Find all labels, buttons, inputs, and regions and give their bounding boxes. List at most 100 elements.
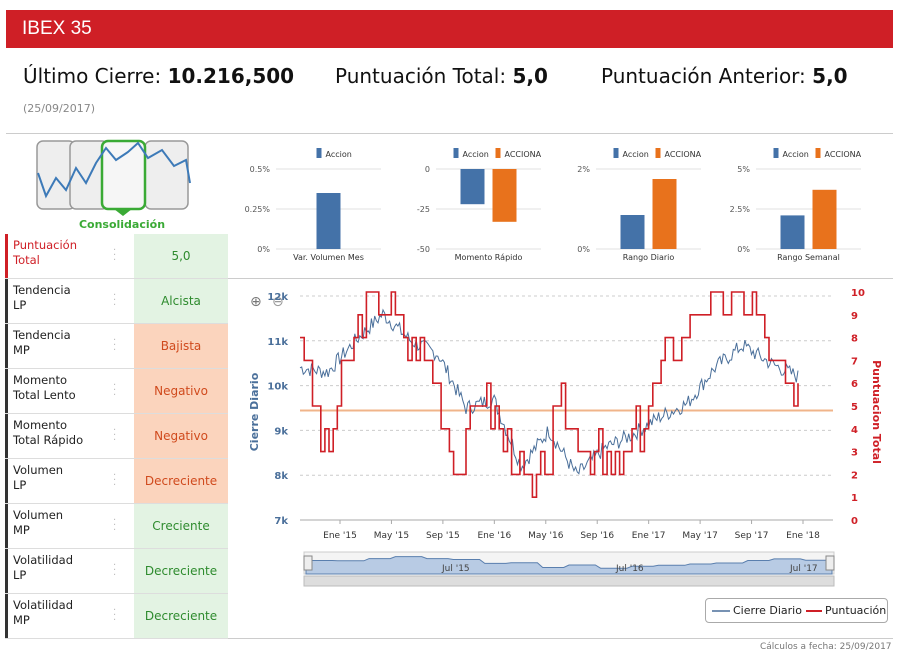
info-icon[interactable]: · · ·	[113, 290, 117, 311]
indicator-value: Decreciente	[134, 459, 228, 503]
legend-swatch	[815, 148, 821, 158]
x-tick-label: Ene '15	[323, 531, 357, 541]
indicator-value: Decreciente	[134, 549, 228, 593]
bar-tick-label: 0%	[577, 245, 590, 254]
phase-label: Consolidación	[79, 218, 165, 231]
indicator-value: Negativo	[134, 414, 228, 458]
info-icon[interactable]: · · ·	[113, 380, 117, 401]
bar	[652, 179, 677, 249]
info-icon[interactable]: · · ·	[113, 470, 117, 491]
y-tick-label: 10k	[267, 382, 288, 393]
info-icon[interactable]: · · ·	[113, 605, 117, 626]
indicator-label: Volumen MP	[5, 504, 133, 548]
x-tick-label: Sep '17	[735, 531, 769, 541]
bar	[620, 215, 645, 249]
bar-legend-label: ACCIONA	[825, 150, 862, 159]
info-icon[interactable]: · · ·	[113, 560, 117, 581]
indicator-row: Volumen MP · · · Creciente	[5, 504, 228, 549]
x-tick-label: Ene '18	[786, 531, 820, 541]
indicator-label: Puntuación Total	[5, 234, 133, 278]
legend-swatch	[613, 148, 619, 158]
y2-tick-label: 1	[851, 493, 858, 504]
legend-swatch	[495, 148, 501, 158]
indicator-label: Momento Total Lento	[5, 369, 133, 413]
y2-tick-label: 3	[851, 448, 858, 459]
bar-tick-label: -50	[417, 245, 430, 254]
total-score: Puntuación Total: 5,0	[335, 64, 548, 88]
indicator-value: Creciente	[134, 504, 228, 548]
legend-line-label[interactable]: Cierre Diario	[733, 604, 802, 617]
indicator-value: Alcista	[134, 279, 228, 323]
y2-tick-label: 2	[851, 470, 858, 481]
bar-legend-label: Accion	[463, 150, 489, 159]
navigator-tick-label: Jul '17	[789, 564, 818, 574]
indicator-label: Volatilidad LP	[5, 549, 133, 593]
y2-tick-label: 10	[851, 288, 865, 299]
bar-tick-label: 2%	[577, 165, 590, 174]
y-tick-label: 8k	[274, 471, 288, 482]
divider	[6, 638, 893, 639]
bar-axis-label: Rango Diario	[623, 253, 675, 262]
legend-score-label[interactable]: Puntuación	[825, 604, 887, 617]
navigator-tick-label: Jul '16	[615, 564, 644, 574]
indicator-row: Volatilidad MP · · · Decreciente	[5, 594, 228, 639]
info-icon[interactable]: · · ·	[113, 425, 117, 446]
y-tick-label: 7k	[274, 516, 288, 527]
zoom-out-icon[interactable]: ⊖	[272, 294, 284, 310]
page-title: IBEX 35	[22, 18, 92, 39]
indicator-label: Momento Total Rápido	[5, 414, 133, 458]
indicator-row: Puntuación Total · · · 5,0	[5, 234, 228, 279]
y2-tick-label: 5	[851, 402, 858, 413]
x-tick-label: May '17	[682, 531, 717, 541]
x-tick-label: Ene '16	[477, 531, 511, 541]
x-tick-label: Sep '16	[580, 531, 614, 541]
navigator-handle-right[interactable]	[825, 555, 835, 571]
navigator-tick-label: Jul '15	[441, 564, 470, 574]
bar-legend-label: ACCIONA	[505, 150, 542, 159]
indicator-value: Bajista	[134, 324, 228, 368]
info-icon[interactable]: · · ·	[113, 245, 117, 266]
navigator-scrollbar[interactable]	[303, 575, 835, 587]
indicator-label: Volatilidad MP	[5, 594, 133, 638]
y-tick-label: 9k	[274, 426, 288, 437]
bar-tick-label: 0.25%	[245, 205, 271, 214]
info-icon[interactable]: · · ·	[113, 515, 117, 536]
last-close-value: 10.216,500	[167, 64, 295, 88]
indicator-row: Momento Total Rápido · · · Negativo	[5, 414, 228, 459]
bar-tick-label: 0%	[257, 245, 270, 254]
stats-date: (25/09/2017)	[23, 102, 95, 115]
indicator-value: 5,0	[134, 234, 228, 278]
bar-legend-label: ACCIONA	[665, 150, 702, 159]
indicator-value: Negativo	[134, 369, 228, 413]
footer-note: Cálculos a fecha: 25/09/2017	[760, 642, 892, 652]
x-tick-label: May '15	[374, 531, 409, 541]
bar	[460, 169, 485, 205]
previous-score: Puntuación Anterior: 5,0	[601, 64, 848, 88]
bar-tick-label: 5%	[737, 165, 750, 174]
legend-swatch	[773, 148, 779, 158]
x-tick-label: May '16	[528, 531, 564, 541]
y2-tick-label: 8	[851, 334, 858, 345]
y-tick-label: 12k	[267, 292, 288, 303]
indicator-label: Volumen LP	[5, 459, 133, 503]
y2-tick-label: 7	[851, 356, 858, 367]
zoom-in-icon[interactable]: ⊕	[250, 294, 262, 310]
bar-legend-label: Accion	[783, 150, 809, 159]
bar	[492, 169, 517, 222]
bar-tick-label: 0%	[737, 245, 750, 254]
navigator-handle-left[interactable]	[303, 555, 313, 571]
price-line	[299, 308, 799, 475]
bar-tick-label: 0	[425, 165, 430, 174]
legend-swatch	[655, 148, 661, 158]
bar-tick-label: 0.5%	[250, 165, 271, 174]
bar-legend-label: Accion	[326, 150, 352, 159]
y-axis-title: Cierre Diario	[248, 372, 261, 451]
y2-tick-label: 6	[851, 379, 858, 390]
bar-axis-label: Var. Volumen Mes	[293, 253, 364, 262]
info-icon[interactable]: · · ·	[113, 335, 117, 356]
phase-chart-icon: Consolidación	[36, 139, 191, 231]
y2-tick-label: 4	[851, 425, 858, 436]
indicator-label: Tendencia MP	[5, 324, 133, 368]
chart-legend[interactable]: Cierre Diario Puntuación	[705, 598, 888, 623]
